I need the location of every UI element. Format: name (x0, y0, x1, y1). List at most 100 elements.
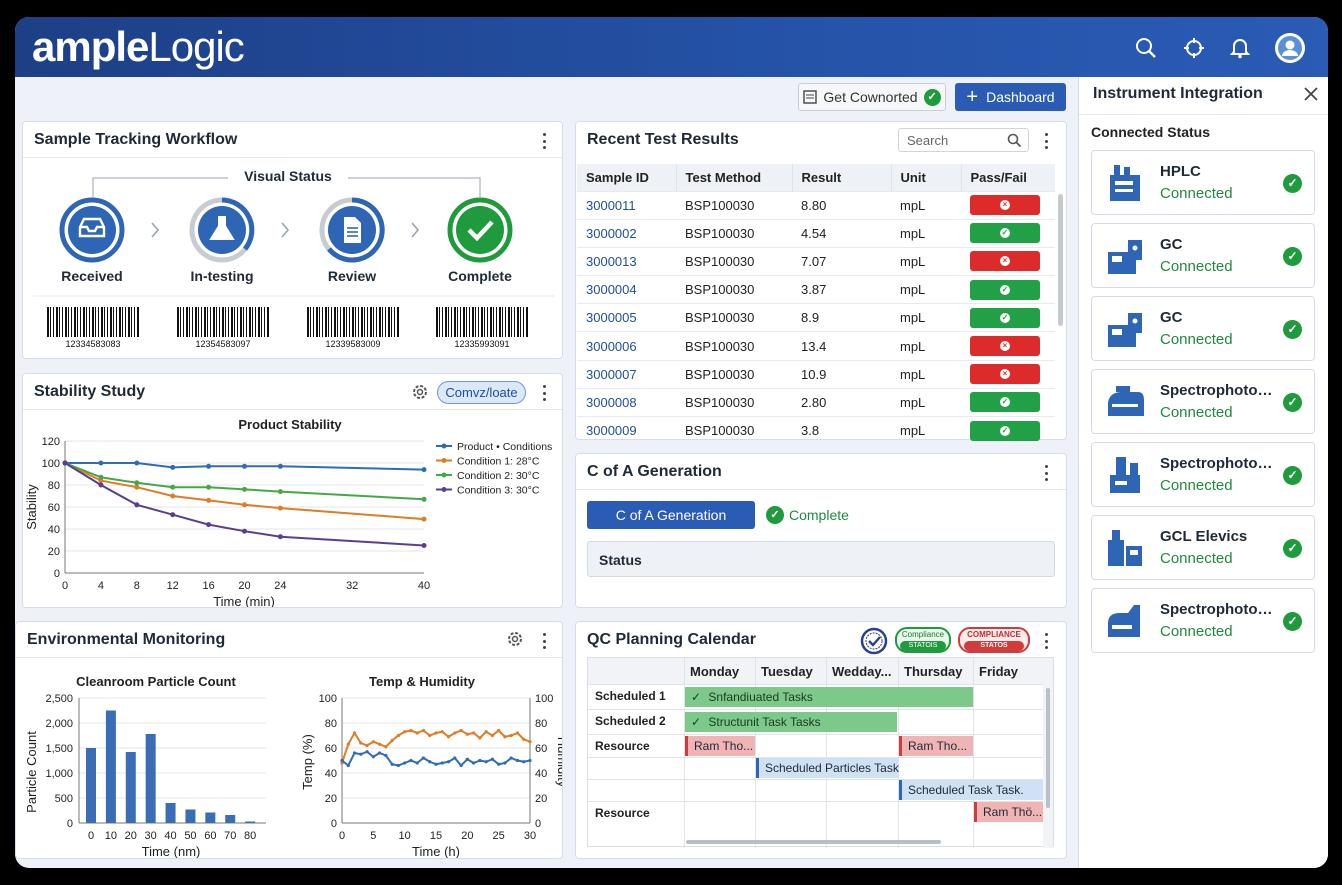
user-avatar-icon[interactable] (1275, 33, 1305, 63)
kebab-menu-icon[interactable] (1041, 465, 1051, 481)
table-cell-id[interactable]: 3000006 (577, 331, 676, 361)
table-cell-pass-fail: ✓ (961, 387, 1055, 417)
scrollbar[interactable] (1058, 194, 1063, 326)
table-cell-id[interactable]: 3000004 (577, 275, 676, 304)
column-header[interactable]: Test Method (676, 164, 793, 191)
data-point (359, 752, 363, 756)
coa-status-text: Complete (789, 507, 849, 523)
y-tick-label: 2,000 (45, 718, 73, 730)
table-row[interactable]: 3000007 BSP100030 10.9 mpL × (577, 359, 1055, 389)
get-connected-button[interactable]: Get Cownorted ✓ (798, 83, 946, 111)
day-header[interactable]: Thursday (904, 664, 963, 679)
x-tick-label: 0 (339, 830, 345, 842)
kebab-menu-icon[interactable] (539, 133, 549, 149)
table-cell-id[interactable]: 3000007 (577, 359, 676, 389)
data-point (134, 484, 140, 490)
product-stability-chart: Product Stability 0 20 40 60 80 100 120 0 4 8 12 16 2… (24, 417, 552, 607)
instrument-card[interactable]: Spectrophotom... Connected ✓ (1091, 442, 1315, 507)
data-point (497, 728, 501, 733)
series-line (64, 462, 425, 547)
instrument-icon (1108, 313, 1142, 347)
close-icon[interactable] (1304, 87, 1318, 101)
document-icon[interactable] (319, 197, 385, 263)
grid-line (588, 734, 1043, 735)
day-header[interactable]: Wedday... (832, 664, 892, 679)
instrument-card[interactable]: GC Connected ✓ (1091, 296, 1315, 361)
column-header[interactable]: Unit (891, 164, 962, 191)
data-point (206, 484, 212, 490)
calendar-task[interactable]: Ram Tho... (899, 736, 973, 756)
calendar-task[interactable]: ✓ Structunit Task Tasks (685, 712, 897, 732)
search-icon[interactable] (1133, 35, 1159, 61)
table-row[interactable]: 3000013 BSP100030 7.07 mpL × (577, 246, 1055, 276)
kebab-menu-icon[interactable] (1041, 133, 1051, 149)
table-cell-id[interactable]: 3000002 (577, 218, 676, 248)
logo-text-ample: ample (32, 23, 149, 70)
horizontal-scrollbar[interactable] (686, 840, 941, 844)
table-cell-id[interactable]: 3000009 (577, 415, 676, 445)
table-row[interactable]: 3000008 BSP100030 2.80 mpL ✓ (577, 387, 1055, 417)
search-placeholder: Search (907, 133, 949, 148)
data-point (378, 751, 382, 755)
table-cell-id[interactable]: 3000005 (577, 303, 676, 332)
settings-icon[interactable] (411, 383, 429, 401)
table-cell-id[interactable]: 3000013 (577, 246, 676, 276)
instrument-card[interactable]: HPLC Connected ✓ (1091, 150, 1315, 215)
instrument-card[interactable]: GCL Elevics Connected ✓ (1091, 515, 1315, 580)
search-input[interactable]: Search (898, 128, 1029, 152)
day-header[interactable]: Monday (690, 664, 740, 679)
calendar-task[interactable]: Ram Thö... (974, 802, 1043, 822)
kebab-menu-icon[interactable] (539, 633, 549, 649)
get-connected-label: Get Cownorted (823, 89, 918, 105)
table-cell-id[interactable]: 3000008 (577, 387, 676, 417)
fail-badge: × (970, 251, 1040, 272)
data-point (421, 728, 426, 733)
kebab-menu-icon[interactable] (1041, 633, 1051, 649)
calendar-task[interactable]: Ram Tho... (685, 736, 755, 756)
calendar-task[interactable]: Scheduled Particles Task (756, 758, 899, 778)
data-point (242, 528, 247, 534)
kebab-menu-icon[interactable] (539, 385, 549, 401)
table-row[interactable]: 3000002 BSP100030 4.54 mpL ✓ (577, 218, 1055, 248)
column-header[interactable]: Sample ID (577, 164, 677, 191)
check-icon: ✓ (1283, 539, 1302, 558)
instrument-card[interactable]: Spectrophotom... Connected ✓ (1091, 369, 1315, 434)
calendar-task[interactable]: Scheduled Task Task. (899, 780, 1043, 800)
flask-icon[interactable] (189, 197, 255, 263)
calendar-grid: Monday Tuesday Wedday... Thursday Friday Sche… (587, 657, 1054, 848)
table-row[interactable]: 3000004 BSP100030 3.87 mpL ✓ (577, 275, 1055, 304)
settings-icon[interactable] (506, 630, 524, 648)
crosshair-icon[interactable] (1181, 35, 1207, 61)
calendar-task[interactable]: ✓ Snfandiuated Tasks (685, 687, 973, 707)
table-row[interactable]: 3000005 BSP100030 8.9 mpL ✓ (577, 303, 1055, 332)
table-cell-id[interactable]: 3000011 (577, 190, 676, 220)
dashboard-button[interactable]: + Dashboard (955, 83, 1066, 111)
table-row[interactable]: 3000011 BSP100030 8.80 mpL × (577, 190, 1055, 220)
bell-icon[interactable] (1227, 35, 1253, 61)
column-header[interactable]: Result (792, 164, 892, 191)
coa-generation-button[interactable]: C of A Generation (587, 501, 755, 529)
table-header-row: Sample ID Test Method Result Unit Pass/F… (577, 164, 1055, 191)
day-header[interactable]: Friday (979, 664, 1019, 679)
grid-line (588, 801, 1043, 802)
table-row[interactable]: 3000009 BSP100030 3.8 mpL ✓ (577, 415, 1055, 445)
table-cell-pass-fail: × (961, 331, 1055, 361)
data-point (421, 467, 427, 473)
inbox-icon[interactable] (59, 197, 125, 263)
table-row[interactable]: 3000006 BSP100030 13.4 mpL × (577, 331, 1055, 361)
y-tick-label: 80 (48, 480, 60, 492)
instrument-card[interactable]: Spectrophotom... Connected ✓ (1091, 588, 1315, 653)
table-cell-result: 8.80 (792, 190, 891, 220)
vertical-scrollbar[interactable] (1046, 688, 1050, 808)
table-cell-unit: mpL (891, 415, 961, 445)
day-header[interactable]: Tuesday (761, 664, 813, 679)
y-tick-label: 1,500 (45, 743, 73, 755)
data-point (384, 745, 388, 749)
calculate-button[interactable]: Comvz/loate (437, 381, 526, 404)
check-icon[interactable] (447, 197, 513, 263)
data-point (440, 730, 444, 734)
column-header[interactable]: Pass/Fail (961, 164, 1055, 191)
search-icon[interactable] (1007, 133, 1022, 148)
instrument-card[interactable]: GC Connected ✓ (1091, 223, 1315, 288)
